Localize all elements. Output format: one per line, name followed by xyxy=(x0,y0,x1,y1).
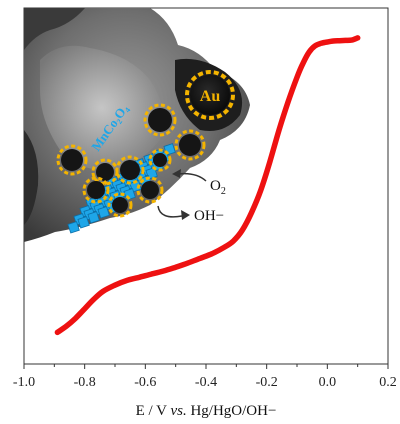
x-tick-label: 0.0 xyxy=(319,375,337,390)
x-tick-label: -0.2 xyxy=(256,375,278,390)
au-particle xyxy=(153,153,167,167)
au-particle xyxy=(120,160,140,180)
au-shell xyxy=(56,144,88,176)
au-label: Au xyxy=(200,88,221,105)
o2-label: O2 xyxy=(210,178,226,197)
lsv-curve xyxy=(54,35,361,336)
x-tick-label: -0.4 xyxy=(195,375,217,390)
au-particle xyxy=(179,134,201,156)
o2-arrow xyxy=(177,172,207,182)
particle-dark-patch xyxy=(24,130,39,225)
au-shell xyxy=(143,103,177,137)
x-tick-label: 0.2 xyxy=(379,375,397,390)
particle-dark-top xyxy=(24,8,85,50)
tem-inset: Au MnCo₂O₄ O2 OH− xyxy=(24,8,250,242)
au-shell-large xyxy=(185,70,235,120)
au-particle xyxy=(87,181,105,199)
particle-light-region xyxy=(40,45,164,171)
x-tick-label: -0.6 xyxy=(134,375,156,390)
mnco2o4-cube xyxy=(87,211,100,224)
au-particle xyxy=(96,163,114,181)
oh-label: OH− xyxy=(194,208,224,224)
au-shell xyxy=(91,158,119,186)
au-particle xyxy=(112,197,128,213)
mnco2o4-cube xyxy=(67,221,80,234)
x-tick-label: -0.8 xyxy=(74,375,96,390)
au-nanoparticles xyxy=(56,103,206,218)
oh-arrow xyxy=(157,205,183,218)
au-shell xyxy=(115,155,145,185)
au-shell xyxy=(174,129,206,161)
au-particle xyxy=(61,149,83,171)
o2-arrowhead xyxy=(172,169,181,178)
x-axis-ticks: -1.0 -0.8 -0.6 -0.4 -0.2 0.0 0.2 xyxy=(13,364,397,390)
x-axis-label: E / V vs. Hg/HgO/OH− xyxy=(136,403,277,419)
au-particle xyxy=(141,181,159,199)
mnco2o4-cube xyxy=(77,216,90,229)
au-shell xyxy=(136,176,164,204)
au-shell xyxy=(148,148,172,172)
mnco2o4-cube xyxy=(97,206,110,219)
au-particle xyxy=(148,108,172,132)
au-shell xyxy=(82,176,110,204)
oh-arrowhead xyxy=(181,210,190,220)
au-particle-large xyxy=(190,75,230,115)
au-shell xyxy=(107,192,133,218)
x-tick-label: -1.0 xyxy=(13,375,35,390)
